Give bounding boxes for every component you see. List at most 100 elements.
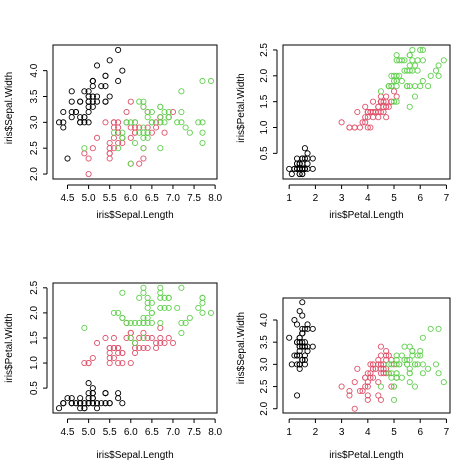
data-point-versicolor <box>153 119 160 126</box>
x-tick-label: 6.5 <box>145 193 159 204</box>
data-point-virginica <box>406 52 413 59</box>
data-point-versicolor <box>123 334 130 342</box>
y-tick-label: 4.0 <box>29 63 40 77</box>
data-point-setosa <box>288 170 295 178</box>
data-point-virginica <box>174 119 181 126</box>
data-point-virginica <box>140 334 147 342</box>
data-point-versicolor <box>364 383 371 390</box>
data-point-versicolor <box>385 352 392 359</box>
data-point-virginica <box>393 98 400 105</box>
data-point-versicolor <box>161 339 168 347</box>
data-point-setosa <box>296 352 303 359</box>
data-point-virginica <box>404 361 411 368</box>
data-point-setosa <box>89 77 96 85</box>
x-tick-label: 7.5 <box>187 427 201 438</box>
data-point-virginica <box>157 304 164 311</box>
data-point-virginica <box>419 77 426 85</box>
data-point-setosa <box>299 325 306 332</box>
data-point-versicolor <box>377 343 384 350</box>
data-point-versicolor <box>148 334 155 342</box>
data-point-versicolor <box>89 354 96 362</box>
data-point-versicolor <box>119 349 126 357</box>
data-point-versicolor <box>157 334 164 342</box>
data-point-virginica <box>409 67 416 74</box>
data-point-virginica <box>390 396 398 403</box>
data-point-setosa <box>93 98 101 105</box>
data-point-setosa <box>309 343 316 350</box>
data-point-setosa <box>85 380 92 387</box>
data-point-setosa <box>115 395 122 402</box>
data-point-versicolor <box>369 374 377 381</box>
data-point-setosa <box>296 343 303 350</box>
data-point-virginica <box>178 319 185 326</box>
data-point-setosa <box>106 93 113 100</box>
data-point-versicolor <box>369 361 377 368</box>
data-point-setosa <box>296 165 303 172</box>
data-point-virginica <box>393 361 400 368</box>
data-point-virginica <box>148 319 155 326</box>
x-tick-label: 2 <box>313 427 319 438</box>
data-point-versicolor <box>356 387 364 395</box>
data-point-setosa <box>81 405 88 412</box>
data-point-versicolor <box>115 129 122 136</box>
data-point-versicolor <box>362 103 369 110</box>
data-point-versicolor <box>383 348 390 355</box>
data-point-virginica <box>174 304 181 311</box>
data-point-setosa <box>296 334 303 341</box>
data-point-setosa <box>102 400 109 407</box>
data-point-setosa <box>299 343 306 350</box>
data-point-setosa <box>299 312 306 319</box>
scatter-panel-3: 4.5 5.0 5.5 6.0 6.5 7.0 7.5 8.0 0.5 1.0 1.5 2.0 2.5 i… <box>4 280 223 461</box>
data-point-virginica <box>411 361 419 368</box>
x-tick-label: 7.0 <box>166 427 180 438</box>
data-point-setosa <box>304 348 311 355</box>
data-point-versicolor <box>131 349 139 357</box>
data-point-virginica <box>419 361 426 368</box>
data-point-versicolor <box>364 392 371 399</box>
data-point-virginica <box>110 309 117 316</box>
x-tick-label: 8.0 <box>208 193 222 204</box>
data-point-versicolor <box>359 387 366 395</box>
data-points <box>286 46 447 178</box>
data-point-setosa <box>77 98 84 105</box>
data-point-versicolor <box>127 134 134 141</box>
data-point-versicolor <box>140 155 147 162</box>
data-points <box>56 284 214 412</box>
y-axis-title: iris$Petal.Width <box>4 313 15 382</box>
data-point-versicolor <box>346 392 353 399</box>
data-point-virginica <box>165 294 172 301</box>
data-point-virginica <box>161 119 168 126</box>
data-point-versicolor <box>351 405 358 412</box>
data-point-setosa <box>301 356 308 363</box>
data-point-versicolor <box>377 352 384 359</box>
data-point-virginica <box>401 57 408 64</box>
data-point-virginica <box>432 361 440 368</box>
data-point-setosa <box>296 365 303 372</box>
data-point-virginica <box>182 124 189 131</box>
data-point-versicolor <box>110 334 117 342</box>
x-tick-label: 5.5 <box>103 193 117 204</box>
data-point-virginica <box>136 319 143 326</box>
data-point-setosa <box>299 356 306 363</box>
data-point-versicolor <box>377 361 384 368</box>
data-point-virginica <box>396 72 403 79</box>
data-point-versicolor <box>127 98 134 105</box>
data-point-versicolor <box>362 374 369 381</box>
data-point-setosa <box>102 390 109 397</box>
data-point-setosa <box>106 57 113 64</box>
data-point-versicolor <box>375 379 382 386</box>
data-point-versicolor <box>153 339 160 347</box>
data-point-setosa <box>119 400 126 407</box>
x-tick-label: 6.0 <box>124 193 138 204</box>
data-point-virginica <box>115 145 122 152</box>
plot-frame <box>282 297 451 414</box>
data-point-setosa <box>286 334 293 341</box>
data-point-setosa <box>299 155 306 162</box>
data-point-versicolor <box>89 145 96 152</box>
data-point-virginica <box>81 324 88 331</box>
data-point-virginica <box>425 83 432 90</box>
data-point-versicolor <box>102 334 109 342</box>
x-axis-title: iris$Sepal.Length <box>96 210 173 221</box>
data-point-versicolor <box>338 119 345 126</box>
